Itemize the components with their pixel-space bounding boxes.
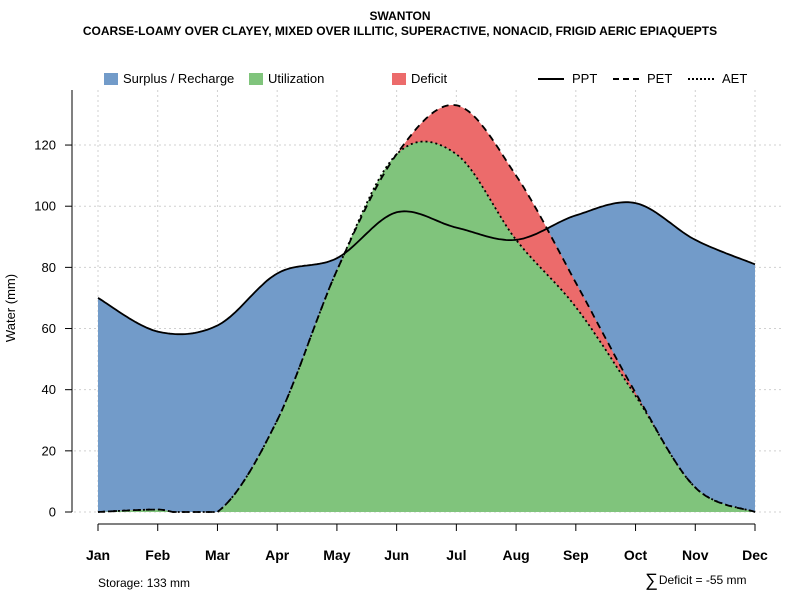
area-fills [98,105,755,512]
y-ticks: 0 20 40 60 80 100 120 [34,138,72,520]
legend-aet-label: AET [722,71,748,86]
legend-deficit: Deficit [392,71,447,86]
utilization-area [98,141,755,512]
solid-line-icon [538,77,564,80]
ppt-line [97,201,756,336]
surplus-swatch-icon [104,72,118,85]
series-lines [97,104,756,513]
x-tick-label-nov: Nov [682,547,709,563]
deficit-annotation-text: Deficit = -55 mm [658,573,747,587]
y-tick-label-80: 80 [42,260,56,275]
y-tick-label-60: 60 [42,321,56,336]
legend-ppt-label: PPT [572,71,598,86]
dashed-line-icon [613,77,639,80]
legend-utilization: Utilization [249,71,324,86]
x-ticks: Jan Feb Mar Apr May Jun Jul Aug Sep Oct Nov Dec [86,524,768,563]
x-tick-label-jul: Jul [446,547,466,563]
y-tick-label-100: 100 [34,199,56,214]
deficit-annotation: ∑Deficit = -55 mm [645,570,747,591]
sum-icon: ∑ [645,570,658,590]
legend-ppt: PPT [538,71,597,86]
y-tick-label-0: 0 [49,505,56,520]
storage-annotation: Storage: 133 mm [98,576,191,590]
x-tick-label-oct: Oct [624,547,648,563]
x-tick-label-aug: Aug [502,547,529,563]
y-tick-label-120: 120 [34,138,56,153]
legend-pet: PET [613,71,672,86]
x-tick-label-feb: Feb [145,547,170,563]
chart-title: SWANTON [369,9,431,23]
legend-surplus-label: Surplus / Recharge [123,71,235,86]
chart-subtitle: COARSE-LOAMY OVER CLAYEY, MIXED OVER ILL… [82,24,718,38]
x-tick-label-dec: Dec [742,547,768,563]
x-tick-label-jun: Jun [384,547,409,563]
aet-line [97,140,756,513]
legend-utilization-label: Utilization [268,71,325,86]
dotted-line-icon [688,77,714,80]
pet-line [97,104,756,513]
x-tick-label-sep: Sep [563,547,589,563]
x-tick-label-may: May [323,547,350,563]
legend-deficit-label: Deficit [411,71,448,86]
utilization-swatch-icon [249,72,263,85]
deficit-swatch-icon [392,72,406,85]
x-tick-label-mar: Mar [205,547,230,563]
x-tick-label-jan: Jan [86,547,110,563]
axes: Water (mm) [3,90,755,525]
y-tick-label-40: 40 [42,382,56,397]
legend-pet-label: PET [647,71,673,86]
y-axis-label: Water (mm) [3,274,18,342]
legend-aet: AET [688,71,747,86]
y-tick-label-20: 20 [42,443,56,458]
legend-surplus: Surplus / Recharge [104,71,234,86]
x-tick-label-apr: Apr [265,547,290,563]
